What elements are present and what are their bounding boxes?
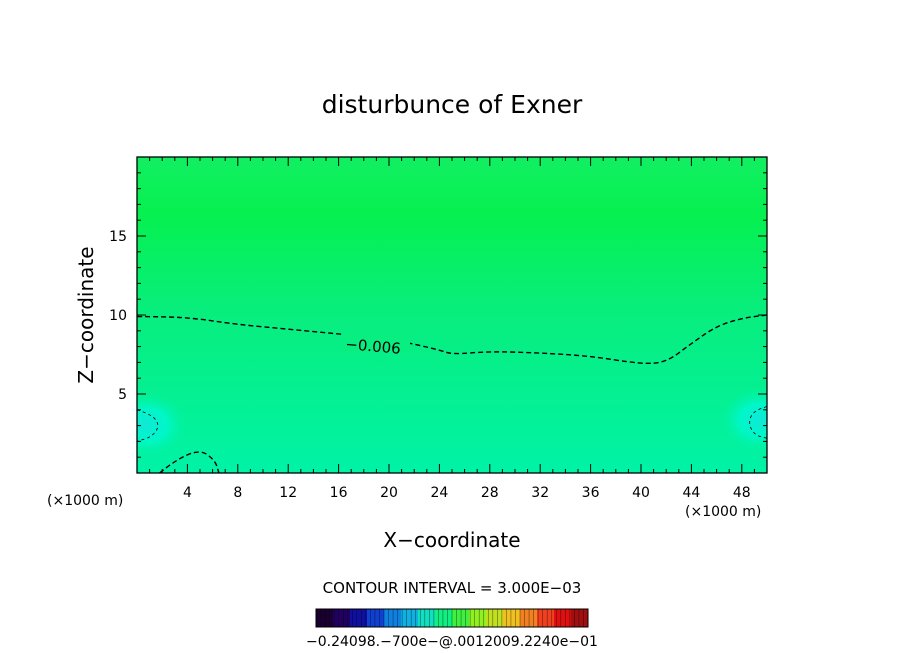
contour-line (137, 314, 767, 365)
x-tick-label: 36 (582, 485, 600, 501)
x-tick-label: 40 (632, 485, 650, 501)
colorbar-segment (554, 609, 572, 627)
colorbar-segment (418, 609, 436, 627)
colorbar-segment (316, 609, 334, 627)
field-spot-left (137, 393, 187, 457)
colorbar-tick-labels: −0.24098.−700e−@.0012009.2240e−01 (306, 634, 598, 650)
colorbar-segment (384, 609, 402, 627)
colorbar-frame (315, 608, 589, 628)
colorbar-segment (367, 609, 385, 627)
x-tick-label: 48 (733, 485, 751, 501)
colorbar-segment (503, 609, 521, 627)
x-tick-label: 44 (682, 485, 700, 501)
colorbar-segment (571, 609, 589, 627)
colorbar-segment (537, 609, 555, 627)
colorbar-segment (520, 609, 538, 627)
contour-interval-text: CONTOUR INTERVAL = 3.000E−03 (323, 579, 582, 597)
chart-title: disturbunce of Exner (322, 90, 583, 119)
x-tick-label: 20 (380, 485, 398, 501)
colorbar-segment (452, 609, 470, 627)
y-axis-title: Z−coordinate (74, 246, 98, 383)
y-axis: 5 10 15 (109, 172, 767, 458)
x-tick-label: 12 (279, 485, 297, 501)
y-tick-label: 5 (118, 387, 127, 403)
contour-line (749, 406, 767, 439)
field-spot-right (720, 388, 767, 452)
contour-line (137, 409, 159, 442)
colorbar (315, 609, 589, 627)
colorbar-segment (486, 609, 504, 627)
x-tick-label: 32 (531, 485, 549, 501)
contour-lines (137, 314, 767, 473)
x-unit-label: (×1000 m) (685, 504, 761, 520)
colorbar-segment (333, 609, 351, 627)
contour-field (137, 157, 767, 473)
x-axis-title: X−coordinate (383, 528, 520, 552)
colorbar-segment (401, 609, 419, 627)
x-tick-label: 8 (233, 485, 242, 501)
field-background (137, 157, 767, 473)
x-tick-label: 4 (183, 485, 192, 501)
x-axis: 4 8 12 16 20 24 28 32 36 40 44 48 (149, 157, 755, 501)
contour-label: −0.006 (345, 335, 402, 358)
contour-label-bg (342, 332, 410, 352)
x-tick-label: 28 (481, 485, 499, 501)
y-tick-label: 10 (109, 308, 127, 324)
colorbar-segment (350, 609, 368, 627)
colorbar-segment (469, 609, 487, 627)
y-unit-label: (×1000 m) (47, 493, 123, 509)
y-tick-label: 15 (109, 229, 127, 245)
contour-line (159, 451, 220, 473)
x-tick-label: 24 (430, 485, 448, 501)
x-tick-label: 16 (330, 485, 348, 501)
colorbar-segment (435, 609, 453, 627)
